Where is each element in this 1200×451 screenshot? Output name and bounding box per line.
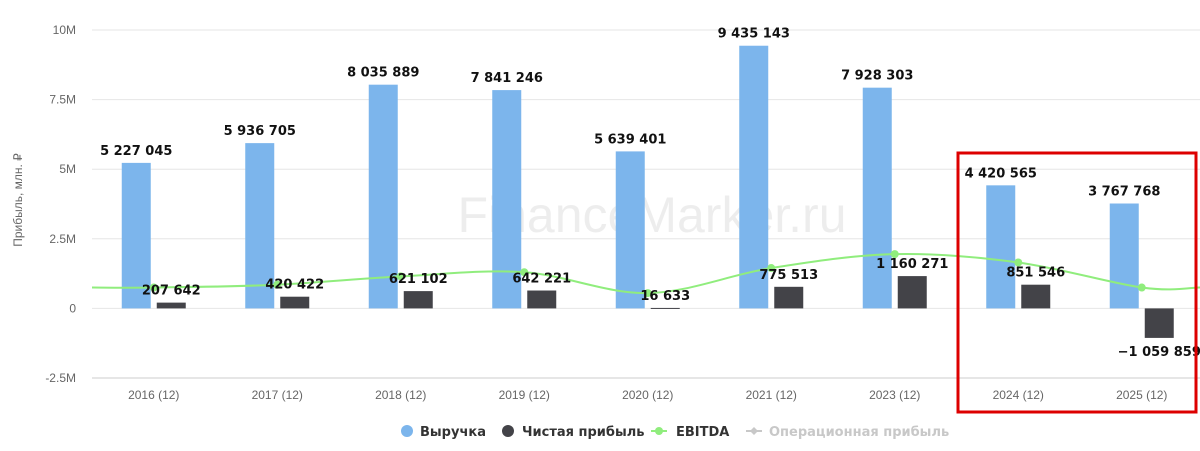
net-profit-bar xyxy=(280,296,310,309)
ebitda-point xyxy=(273,280,282,289)
revenue-data-label: 5 639 401 xyxy=(594,132,666,147)
revenue-data-label: 7 841 246 xyxy=(471,71,543,86)
revenue-bar xyxy=(1109,203,1139,309)
ebitda-point xyxy=(520,268,529,277)
y-tick-label: 7.5M xyxy=(49,93,76,107)
ebitda-point xyxy=(1014,258,1023,267)
y-tick-label: -2.5M xyxy=(45,371,76,385)
legend-net-profit-label: Чистая прибыль xyxy=(522,425,644,440)
revenue-data-label: 3 767 768 xyxy=(1088,185,1160,200)
legend-net-profit-marker xyxy=(502,425,514,437)
x-tick-label: 2017 (12) xyxy=(252,388,303,402)
legend-operating-label: Операционная прибыль xyxy=(769,425,949,440)
revenue-data-label: 4 420 565 xyxy=(965,166,1037,181)
y-axis-title: Прибыль, млн. ₽ xyxy=(11,153,25,247)
legend-ebitda-marker xyxy=(655,427,663,435)
legend-revenue-marker xyxy=(401,425,413,437)
net-profit-bar xyxy=(897,276,927,309)
net-profit-data-label: 420 422 xyxy=(265,278,324,293)
net-profit-bar xyxy=(774,286,804,309)
x-axis: 2016 (12) 2017 (12) 2018 (12) 2019 (12) 2020… xyxy=(92,377,1200,402)
ebitda-point xyxy=(149,283,158,292)
x-tick-label: 2020 (12) xyxy=(622,388,673,402)
net-profit-data-label: 1 160 271 xyxy=(876,257,948,272)
net-profit-data-label: 775 513 xyxy=(759,268,818,283)
data-labels: 5 227 045 5 936 705 8 035 889 7 841 246 5 63… xyxy=(100,27,1200,360)
y-axis: -2.5M 0 2.5M 5M 7.5M 10M xyxy=(45,23,76,385)
legend-operating-marker xyxy=(750,427,758,435)
x-tick-label: 2021 (12) xyxy=(746,388,797,402)
ebitda-point xyxy=(396,272,405,281)
x-tick-label: 2023 (12) xyxy=(869,388,920,402)
bars xyxy=(121,45,1174,338)
net-profit-bar xyxy=(650,307,680,309)
revenue-bar xyxy=(368,84,398,309)
net-profit-bar xyxy=(1021,284,1051,309)
legend-revenue-label: Выручка xyxy=(420,425,486,440)
highlight-box xyxy=(956,151,1198,414)
revenue-bar xyxy=(245,143,275,309)
x-tick-label: 2024 (12) xyxy=(993,388,1044,402)
revenue-bar xyxy=(121,162,151,309)
net-profit-data-label: 16 633 xyxy=(640,289,690,304)
net-profit-data-label: 642 221 xyxy=(512,272,571,287)
watermark: FinanceMarker.ru xyxy=(457,187,846,243)
y-tick-label: 2.5M xyxy=(49,232,76,246)
net-profit-bar xyxy=(527,290,557,309)
ebitda-point xyxy=(643,289,652,298)
revenue-data-label: 8 035 889 xyxy=(347,66,419,81)
net-profit-data-label: 851 546 xyxy=(1006,266,1065,281)
net-profit-bar xyxy=(403,291,433,309)
net-profit-bar xyxy=(1144,308,1174,338)
x-tick-label: 2018 (12) xyxy=(375,388,426,402)
revenue-data-label: 9 435 143 xyxy=(718,27,790,42)
net-profit-data-label: 207 642 xyxy=(142,284,201,299)
legend: Выручка Чистая прибыль EBITDA Операционная … xyxy=(401,425,949,440)
ebitda-point xyxy=(1137,283,1146,292)
net-profit-data-label: −1 059 859 xyxy=(1118,345,1200,360)
y-tick-label: 5M xyxy=(59,162,76,176)
revenue-data-label: 5 936 705 xyxy=(224,124,296,139)
legend-ebitda-label: EBITDA xyxy=(676,425,729,440)
x-tick-label: 2025 (12) xyxy=(1116,388,1167,402)
net-profit-data-label: 621 102 xyxy=(389,272,448,287)
revenue-bar xyxy=(615,151,645,309)
y-tick-label: 0 xyxy=(69,301,76,315)
line-series xyxy=(91,250,1200,298)
x-tick-label: 2016 (12) xyxy=(128,388,179,402)
net-profit-bar xyxy=(156,302,186,309)
y-tick-label: 10M xyxy=(53,23,76,37)
revenue-data-label: 7 928 303 xyxy=(841,69,913,84)
revenue-bar xyxy=(862,87,892,309)
revenue-bar xyxy=(739,45,769,309)
ebitda-point xyxy=(767,264,776,273)
x-tick-label: 2019 (12) xyxy=(499,388,550,402)
revenue-data-label: 5 227 045 xyxy=(100,144,172,159)
revenue-bar xyxy=(986,185,1016,309)
ebitda-point xyxy=(890,250,899,259)
